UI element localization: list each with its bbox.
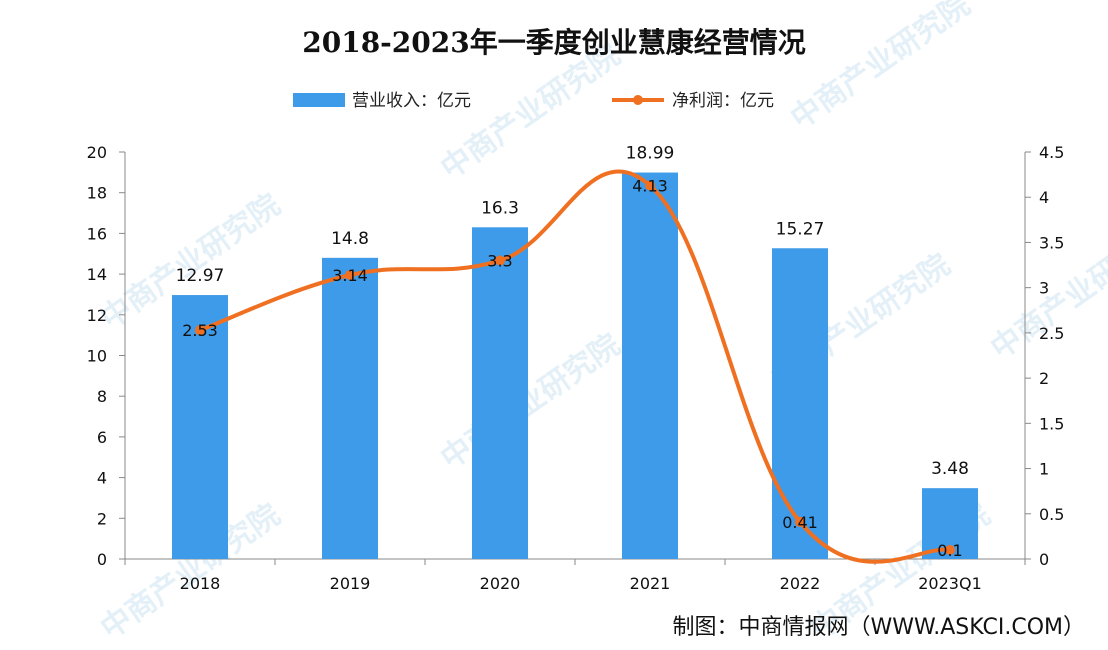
left-tick-label: 0	[97, 550, 107, 569]
revenue-bar	[322, 257, 378, 559]
bar-series	[172, 172, 978, 560]
data-labels: 12.97 14.8 16.3 18.99 15.27 3.48 2.53 3.14 3.3 4.…	[176, 144, 969, 560]
watermark-text: 中商产业研究院	[435, 37, 627, 186]
net-profit-point	[345, 270, 355, 281]
left-tick-label: 12	[87, 306, 107, 325]
left-tick-label: 4	[97, 469, 107, 488]
left-tick-label: 2	[97, 509, 107, 528]
legend-bar-label: 营业收入：亿元	[352, 91, 471, 111]
revenue-bar-label: 14.8	[331, 229, 369, 249]
net-profit-label: 3.14	[332, 266, 368, 285]
revenue-bar-label: 18.99	[626, 144, 675, 164]
right-tick-label: 0	[1039, 550, 1049, 569]
left-tick-label: 14	[87, 265, 107, 284]
left-tick-label: 18	[87, 184, 107, 203]
legend-line-label: 净利润：亿元	[672, 91, 774, 111]
net-profit-label: 4.13	[632, 176, 668, 195]
right-tick-label: 3	[1039, 279, 1049, 298]
net-profit-label: 3.3	[487, 252, 512, 271]
legend-bar-swatch	[293, 93, 345, 107]
net-profit-point	[195, 325, 205, 336]
watermark-text: 中商产业研究院	[785, 0, 977, 137]
left-tick-label: 8	[97, 387, 107, 406]
x-tick-label: 2023Q1	[918, 574, 982, 593]
net-profit-label: 0.1	[937, 541, 962, 560]
x-tick-label: 2018	[180, 574, 221, 593]
net-profit-point	[795, 516, 805, 527]
right-tick-label: 4	[1039, 188, 1049, 207]
watermark-text: 中商产业研究院	[435, 327, 627, 476]
revenue-bar-label: 12.97	[176, 266, 225, 286]
legend-line-marker	[633, 95, 643, 105]
net-profit-point	[645, 180, 655, 191]
right-tick-label: 1	[1039, 460, 1049, 479]
axes: 0246810121416182000.511.522.533.544.5201…	[87, 143, 1065, 593]
revenue-bar	[172, 295, 228, 559]
revenue-bar	[772, 248, 828, 559]
revenue-bar	[622, 172, 678, 559]
revenue-bar-label: 15.27	[776, 219, 825, 239]
net-profit-label: 0.41	[782, 513, 818, 532]
net-profit-label: 2.53	[182, 321, 218, 340]
chart-title: 2018-2023年一季度创业慧康经营情况	[302, 26, 805, 59]
x-tick-label: 2021	[630, 574, 671, 593]
x-tick-label: 2020	[480, 574, 521, 593]
source-credit: 制图：中商情报网（WWW.ASKCI.COM）	[673, 615, 1085, 640]
left-tick-label: 20	[87, 143, 107, 162]
legend: 营业收入：亿元 净利润：亿元	[293, 91, 774, 111]
x-tick-label: 2019	[330, 574, 371, 593]
right-tick-label: 3.5	[1039, 233, 1064, 252]
right-tick-label: 2.5	[1039, 324, 1064, 343]
revenue-bar-label: 16.3	[481, 198, 519, 218]
right-tick-label: 0.5	[1039, 505, 1064, 524]
x-tick-label: 2022	[780, 574, 821, 593]
right-tick-label: 2	[1039, 369, 1049, 388]
right-tick-label: 4.5	[1039, 143, 1064, 162]
left-tick-label: 6	[97, 428, 107, 447]
net-profit-point	[495, 255, 505, 266]
revenue-bar-label: 3.48	[931, 459, 969, 479]
line-series	[195, 169, 955, 564]
left-tick-label: 16	[87, 224, 107, 243]
revenue-bar	[472, 227, 528, 560]
right-tick-label: 1.5	[1039, 414, 1064, 433]
left-tick-label: 10	[87, 347, 107, 366]
net-profit-point	[945, 544, 955, 555]
